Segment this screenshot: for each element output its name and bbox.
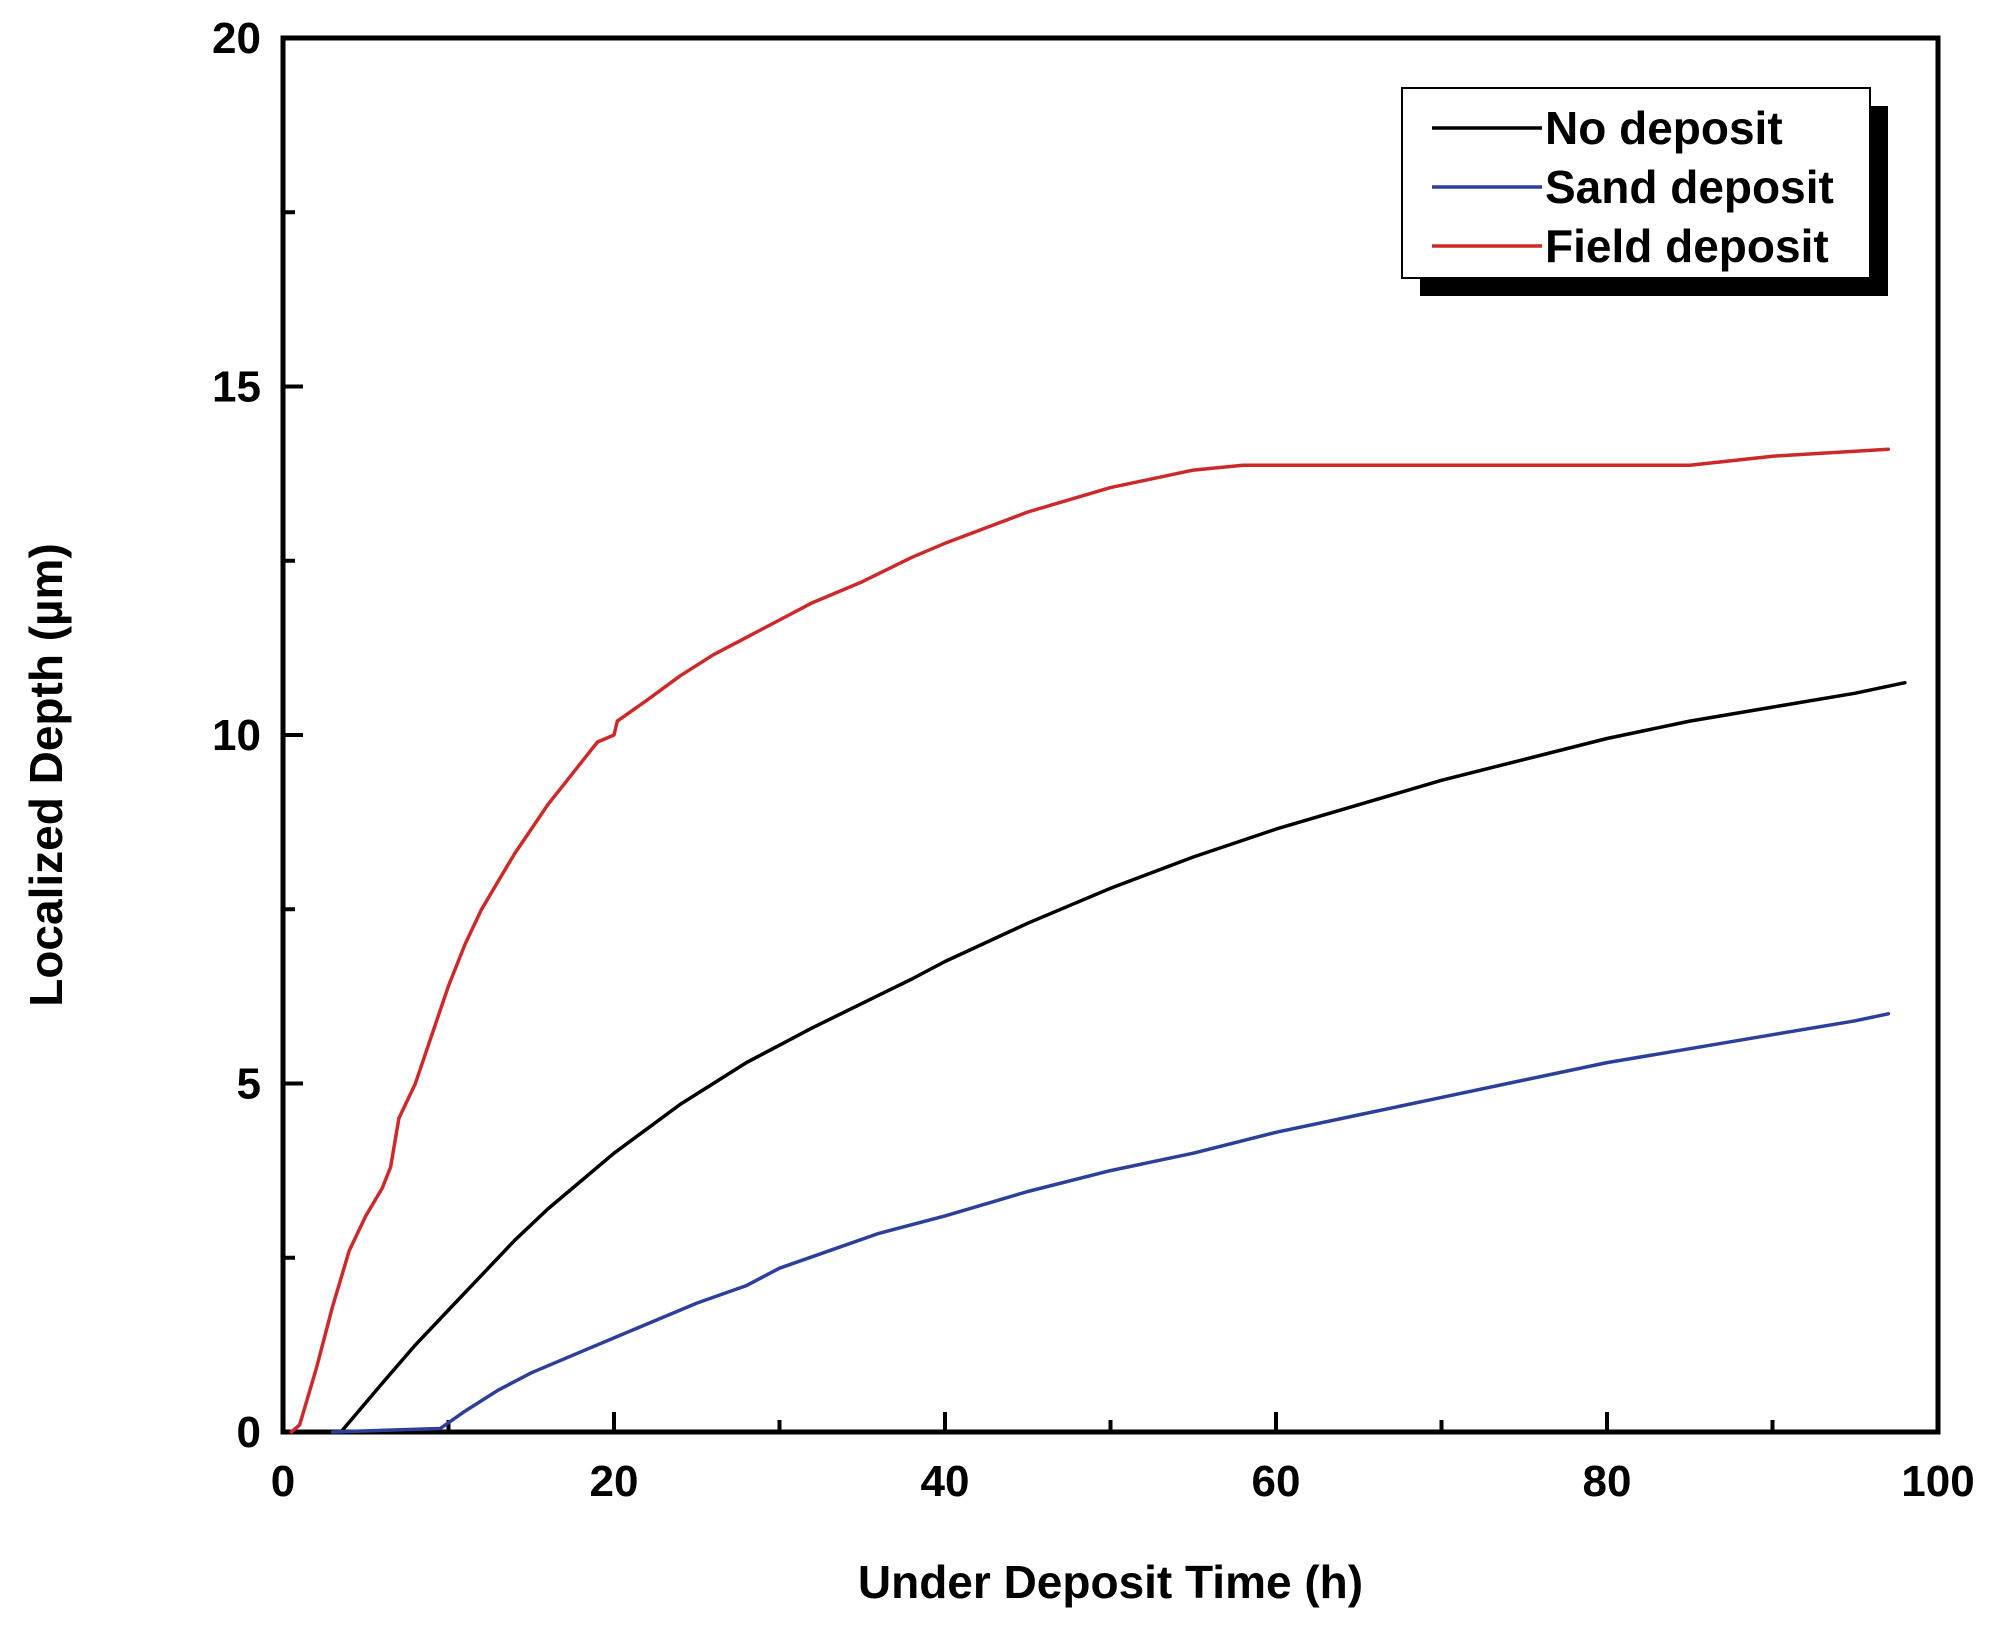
y-axis-title: Localized Depth (µm) bbox=[20, 543, 72, 1007]
legend: No deposit Sand deposit Field deposit bbox=[1401, 87, 1888, 296]
legend-items: No deposit Sand deposit Field deposit bbox=[1432, 102, 1834, 272]
x-tick-label: 40 bbox=[921, 1457, 970, 1506]
x-tick-label: 0 bbox=[271, 1457, 295, 1506]
series-line-field-deposit bbox=[289, 447, 1891, 1434]
x-axis-title: Under Deposit Time (h) bbox=[858, 1556, 1363, 1608]
y-tick-label: 10 bbox=[212, 711, 261, 760]
legend-label: Sand deposit bbox=[1545, 161, 1834, 213]
series-line-sand-deposit bbox=[330, 1012, 1891, 1434]
x-tick-label: 80 bbox=[1583, 1457, 1632, 1506]
y-axis: 0 5 10 15 20 bbox=[212, 14, 303, 1457]
y-tick-label: 5 bbox=[237, 1060, 261, 1109]
legend-label: Field deposit bbox=[1545, 220, 1829, 272]
series-layer bbox=[289, 447, 1907, 1434]
x-tick-label: 100 bbox=[1901, 1457, 1974, 1506]
y-tick-label: 15 bbox=[212, 363, 261, 412]
x-tick-label: 60 bbox=[1252, 1457, 1301, 1506]
y-tick-label: 0 bbox=[237, 1408, 261, 1457]
y-tick-label: 20 bbox=[212, 14, 261, 63]
x-tick-label: 20 bbox=[590, 1457, 639, 1506]
series-line-no-deposit bbox=[339, 680, 1907, 1434]
legend-label: No deposit bbox=[1545, 102, 1783, 154]
x-axis: 0 20 40 60 80 100 bbox=[271, 1412, 1975, 1506]
